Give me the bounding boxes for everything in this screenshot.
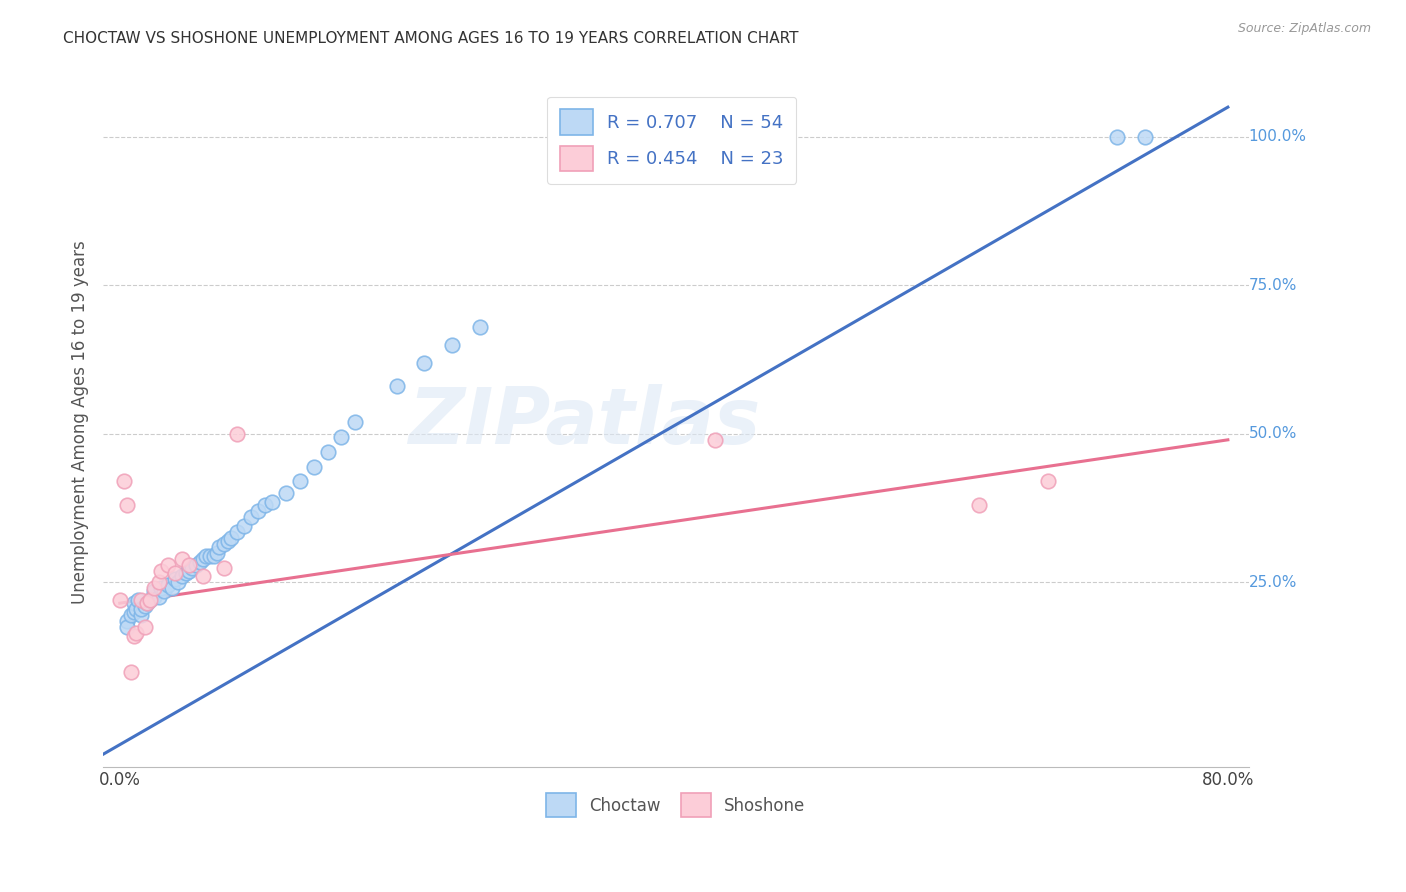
Point xyxy=(233,519,256,533)
Point xyxy=(167,575,190,590)
Point xyxy=(254,498,277,512)
Point xyxy=(316,444,339,458)
Point xyxy=(212,537,235,551)
Point xyxy=(188,555,211,569)
Point xyxy=(127,593,149,607)
Point xyxy=(198,549,221,563)
Point xyxy=(288,475,311,489)
Point xyxy=(177,558,200,572)
Point xyxy=(202,549,225,563)
Point xyxy=(129,608,152,623)
Point xyxy=(180,560,202,574)
Point xyxy=(122,596,145,610)
Point xyxy=(165,573,187,587)
Point xyxy=(212,560,235,574)
Point xyxy=(208,540,231,554)
Point xyxy=(129,593,152,607)
Point xyxy=(143,582,166,596)
Point xyxy=(136,596,159,610)
Point xyxy=(139,593,162,607)
Point xyxy=(330,430,353,444)
Point xyxy=(217,533,239,548)
Text: ZIPatlas: ZIPatlas xyxy=(408,384,761,460)
Point xyxy=(191,569,214,583)
Legend: Choctaw, Shoshone: Choctaw, Shoshone xyxy=(540,787,813,823)
Point xyxy=(115,620,138,634)
Point xyxy=(194,549,217,563)
Point xyxy=(115,498,138,512)
Point xyxy=(134,599,156,614)
Point xyxy=(150,582,173,596)
Point xyxy=(112,475,135,489)
Point xyxy=(385,379,408,393)
Point xyxy=(150,564,173,578)
Point xyxy=(143,584,166,599)
Point xyxy=(247,504,270,518)
Point xyxy=(177,564,200,578)
Point xyxy=(172,551,194,566)
Point xyxy=(136,596,159,610)
Point xyxy=(219,531,242,545)
Point xyxy=(302,459,325,474)
Point xyxy=(122,605,145,619)
Text: Source: ZipAtlas.com: Source: ZipAtlas.com xyxy=(1237,22,1371,36)
Point xyxy=(139,593,162,607)
Point xyxy=(120,608,142,623)
Point xyxy=(115,614,138,628)
Point xyxy=(226,524,249,539)
Point xyxy=(108,593,131,607)
Y-axis label: Unemployment Among Ages 16 to 19 years: Unemployment Among Ages 16 to 19 years xyxy=(72,240,89,604)
Point xyxy=(172,569,194,583)
Point xyxy=(274,486,297,500)
Point xyxy=(157,578,180,592)
Point xyxy=(148,575,170,590)
Point xyxy=(967,498,990,512)
Text: 75.0%: 75.0% xyxy=(1249,278,1296,293)
Point xyxy=(240,510,263,524)
Point xyxy=(468,320,491,334)
Point xyxy=(165,566,187,581)
Point xyxy=(125,626,148,640)
Text: CHOCTAW VS SHOSHONE UNEMPLOYMENT AMONG AGES 16 TO 19 YEARS CORRELATION CHART: CHOCTAW VS SHOSHONE UNEMPLOYMENT AMONG A… xyxy=(63,31,799,46)
Text: 50.0%: 50.0% xyxy=(1249,426,1296,442)
Point xyxy=(205,546,228,560)
Point xyxy=(122,629,145,643)
Point xyxy=(174,566,197,581)
Point xyxy=(1036,475,1059,489)
Point xyxy=(413,355,436,369)
Point xyxy=(157,558,180,572)
Point xyxy=(441,338,464,352)
Point xyxy=(143,591,166,605)
Point xyxy=(191,551,214,566)
Point xyxy=(1105,129,1128,144)
Point xyxy=(120,665,142,679)
Point xyxy=(344,415,367,429)
Point xyxy=(134,620,156,634)
Point xyxy=(153,584,176,599)
Point xyxy=(262,495,284,509)
Text: 25.0%: 25.0% xyxy=(1249,575,1296,590)
Point xyxy=(129,602,152,616)
Point xyxy=(704,433,727,447)
Text: 100.0%: 100.0% xyxy=(1249,129,1306,145)
Point xyxy=(125,602,148,616)
Point xyxy=(184,558,207,572)
Point xyxy=(148,591,170,605)
Point xyxy=(226,426,249,441)
Point xyxy=(162,582,184,596)
Point xyxy=(1133,129,1156,144)
